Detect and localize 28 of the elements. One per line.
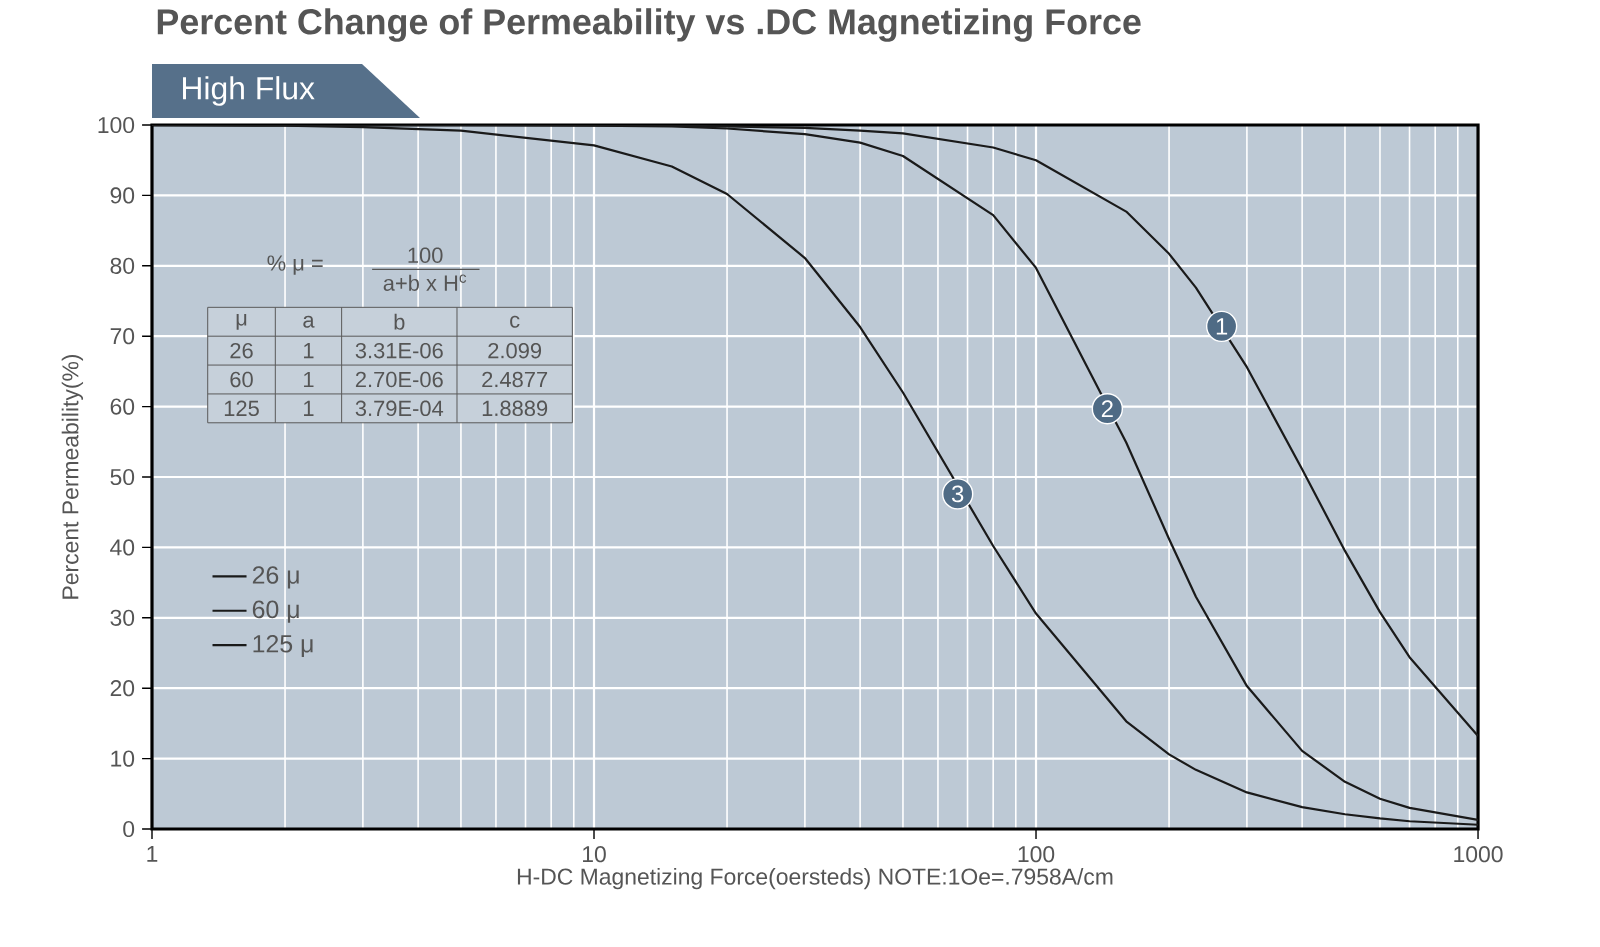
x-tick-label: 100 bbox=[1018, 846, 1055, 863]
y-tick-label: 50 bbox=[110, 468, 135, 486]
x-tick-label: 10 bbox=[583, 846, 606, 863]
y-tick-label: 10 bbox=[111, 750, 135, 767]
y-tick-label: 90 bbox=[110, 187, 135, 204]
chart-subtitle: High Flux bbox=[183, 76, 315, 106]
chart-title: Percent Change of Permeability vs .DC Magnetizing Force bbox=[157, 8, 1141, 42]
legend-label: 26 μ bbox=[252, 566, 299, 589]
annotation: 1 bbox=[1216, 318, 1228, 335]
y-axis-title: Percent Permeability(%) bbox=[61, 354, 84, 599]
annotation: 3 bbox=[951, 485, 964, 503]
y-tick-label: 0 bbox=[123, 820, 135, 838]
annotation: a+b x H$^{c}$ bbox=[383, 274, 467, 291]
x-tick-label: 1 bbox=[147, 846, 158, 862]
legend-label: 125 μ bbox=[253, 634, 313, 658]
annotation: 100 bbox=[408, 247, 443, 263]
y-tick-label: 80 bbox=[110, 257, 135, 274]
annotation: 2 bbox=[1101, 400, 1113, 418]
annotation: % μ = bbox=[267, 255, 323, 275]
y-tick-label: 40 bbox=[110, 539, 135, 556]
y-tick-label: 70 bbox=[110, 328, 135, 345]
y-tick-label: 30 bbox=[110, 609, 135, 626]
x-tick-label: 1000 bbox=[1454, 846, 1503, 863]
y-tick-label: 60 bbox=[110, 398, 135, 415]
x-axis-title: H-DC Magnetizing Force(oersteds) NOTE:1Oe=.7958A/cm bbox=[517, 867, 1113, 890]
y-tick-label: 100 bbox=[98, 116, 135, 134]
y-tick-label: 20 bbox=[110, 680, 135, 697]
legend-label: 60 μ bbox=[252, 600, 299, 623]
